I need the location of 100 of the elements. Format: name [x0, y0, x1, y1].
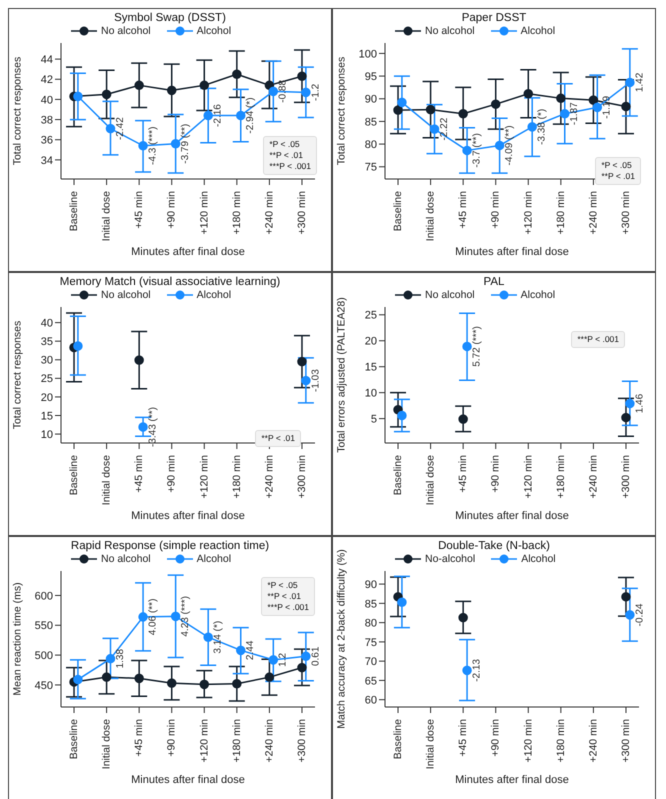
annotation: -3.7 (**): [471, 133, 482, 168]
chart-title: Double-Take (N-back): [438, 540, 550, 552]
x-tick-label: +90 min: [490, 190, 502, 229]
x-axis-title: Minutes after final dose: [131, 510, 245, 522]
x-axis-title: Minutes after final dose: [455, 246, 569, 258]
legend-label: Alcohol: [196, 553, 232, 565]
y-tick-label: 42: [40, 74, 53, 86]
annotation: 1.46: [634, 393, 646, 414]
x-tick-label: +120 min: [198, 454, 210, 498]
y-tick-label: 60: [364, 694, 377, 707]
y-tick-label: 80: [364, 618, 377, 630]
x-tick-label: +45 min: [457, 190, 470, 229]
annotation: ***P < .001: [577, 334, 619, 345]
x-tick-label: +300 min: [296, 454, 308, 498]
annotation: **P < .01: [261, 433, 295, 444]
y-tick-label: 36: [40, 134, 53, 147]
y-axis-title: Total correct responses: [12, 320, 24, 430]
annotation: *P < .05: [601, 160, 633, 171]
y-tick-label: 20: [364, 336, 377, 348]
x-tick-label: Baseline: [392, 454, 404, 496]
y-tick-label: 35: [40, 336, 53, 348]
y-axis-title: Total correct responses: [12, 56, 24, 166]
annotation: 1.38: [114, 648, 126, 668]
x-tick-label: +90 min: [166, 718, 178, 757]
x-tick-label: +180 min: [230, 190, 243, 234]
annotation: -3.38 (*): [536, 108, 548, 145]
annotation: -1.03: [310, 368, 322, 392]
x-tick-label: +240 min: [263, 190, 276, 234]
y-tick-label: 85: [364, 116, 377, 128]
x-tick-label: Initial dose: [100, 190, 113, 242]
x-tick-label: +180 min: [230, 454, 243, 498]
y-tick-label: 30: [40, 354, 53, 367]
x-tick-label: +45 min: [457, 718, 470, 757]
annotation: 5.72 (***): [471, 326, 482, 367]
y-tick-label: 550: [34, 620, 53, 632]
y-tick-label: 500: [34, 650, 53, 662]
y-axis-title: Total correct responses: [336, 56, 348, 166]
y-tick-label: 44: [40, 54, 53, 66]
y-tick-label: 20: [40, 392, 53, 404]
x-tick-label: +90 min: [490, 718, 502, 757]
x-tick-label: +300 min: [296, 190, 308, 234]
chart-title: Memory Match (visual associative learning): [58, 276, 282, 288]
y-tick-label: 40: [40, 318, 53, 330]
x-tick-label: Initial dose: [424, 190, 437, 242]
annotation: **P < .01: [269, 150, 304, 161]
y-tick-label: 75: [364, 162, 377, 174]
x-axis-title: Minutes after final dose: [131, 774, 245, 786]
x-tick-label: +120 min: [522, 190, 534, 234]
y-tick-label: 90: [364, 94, 377, 106]
y-tick-label: 80: [364, 139, 377, 151]
annotation: -2.42: [114, 116, 126, 140]
annotation: -1.87: [569, 102, 580, 126]
chart-title: PAL: [482, 276, 506, 288]
x-tick-label: Initial dose: [424, 718, 437, 770]
y-tick-label: 38: [40, 114, 53, 126]
legend-label: No alcohol: [101, 25, 151, 37]
x-tick-label: +45 min: [133, 718, 146, 757]
legend-label: No-alcohol: [425, 553, 476, 565]
legend-label: Alcohol: [196, 289, 232, 301]
annotation: 1.42: [634, 72, 646, 92]
y-tick-label: 15: [40, 410, 53, 422]
annotation: -4.3 (***): [147, 126, 158, 165]
x-tick-label: +240 min: [587, 454, 600, 498]
x-tick-label: +90 min: [490, 454, 502, 493]
annotation: *P < .05: [269, 139, 301, 150]
legend-label: Alcohol: [521, 553, 556, 565]
chart-title: Rapid Response (simple reaction time): [70, 540, 270, 552]
x-axis-title: Minutes after final dose: [455, 774, 569, 786]
legend-label: Alcohol: [196, 25, 232, 37]
x-axis-title: Minutes after final dose: [455, 510, 569, 522]
x-tick-label: +240 min: [263, 718, 276, 762]
legend-label: Alcohol: [520, 25, 556, 37]
x-tick-label: Baseline: [392, 190, 404, 232]
x-tick-label: Initial dose: [424, 454, 437, 506]
annotation: -0.24: [634, 603, 646, 626]
x-tick-label: +120 min: [198, 718, 210, 762]
y-tick-label: 75: [364, 636, 377, 649]
y-tick-label: 15: [364, 362, 377, 374]
x-tick-label: +45 min: [133, 190, 146, 229]
x-tick-label: +240 min: [263, 454, 276, 498]
legend-label: No alcohol: [425, 289, 475, 301]
x-tick-label: +120 min: [198, 190, 210, 234]
annotation: 1.2: [278, 652, 289, 667]
annotation: 4.06 (**): [147, 598, 158, 636]
annotation: -0.88: [278, 80, 289, 103]
y-tick-label: 90: [364, 579, 377, 592]
annotation: -2.13: [471, 658, 482, 682]
y-tick-label: 100: [358, 48, 377, 60]
annotation: -2.22: [438, 117, 450, 141]
x-tick-label: +300 min: [620, 718, 632, 762]
x-tick-label: Baseline: [68, 454, 80, 496]
x-tick-label: Initial dose: [100, 718, 113, 770]
x-tick-label: +120 min: [522, 718, 534, 762]
annotation: -2.16: [212, 104, 224, 127]
x-tick-label: +120 min: [522, 454, 534, 498]
y-tick-label: 85: [364, 598, 377, 610]
y-axis-title: Total errors adjusted (PALTEA28): [336, 297, 348, 453]
annotation: 3.14 (*): [212, 620, 224, 654]
annotation: -1.19: [602, 96, 613, 119]
x-tick-label: +180 min: [230, 718, 243, 762]
